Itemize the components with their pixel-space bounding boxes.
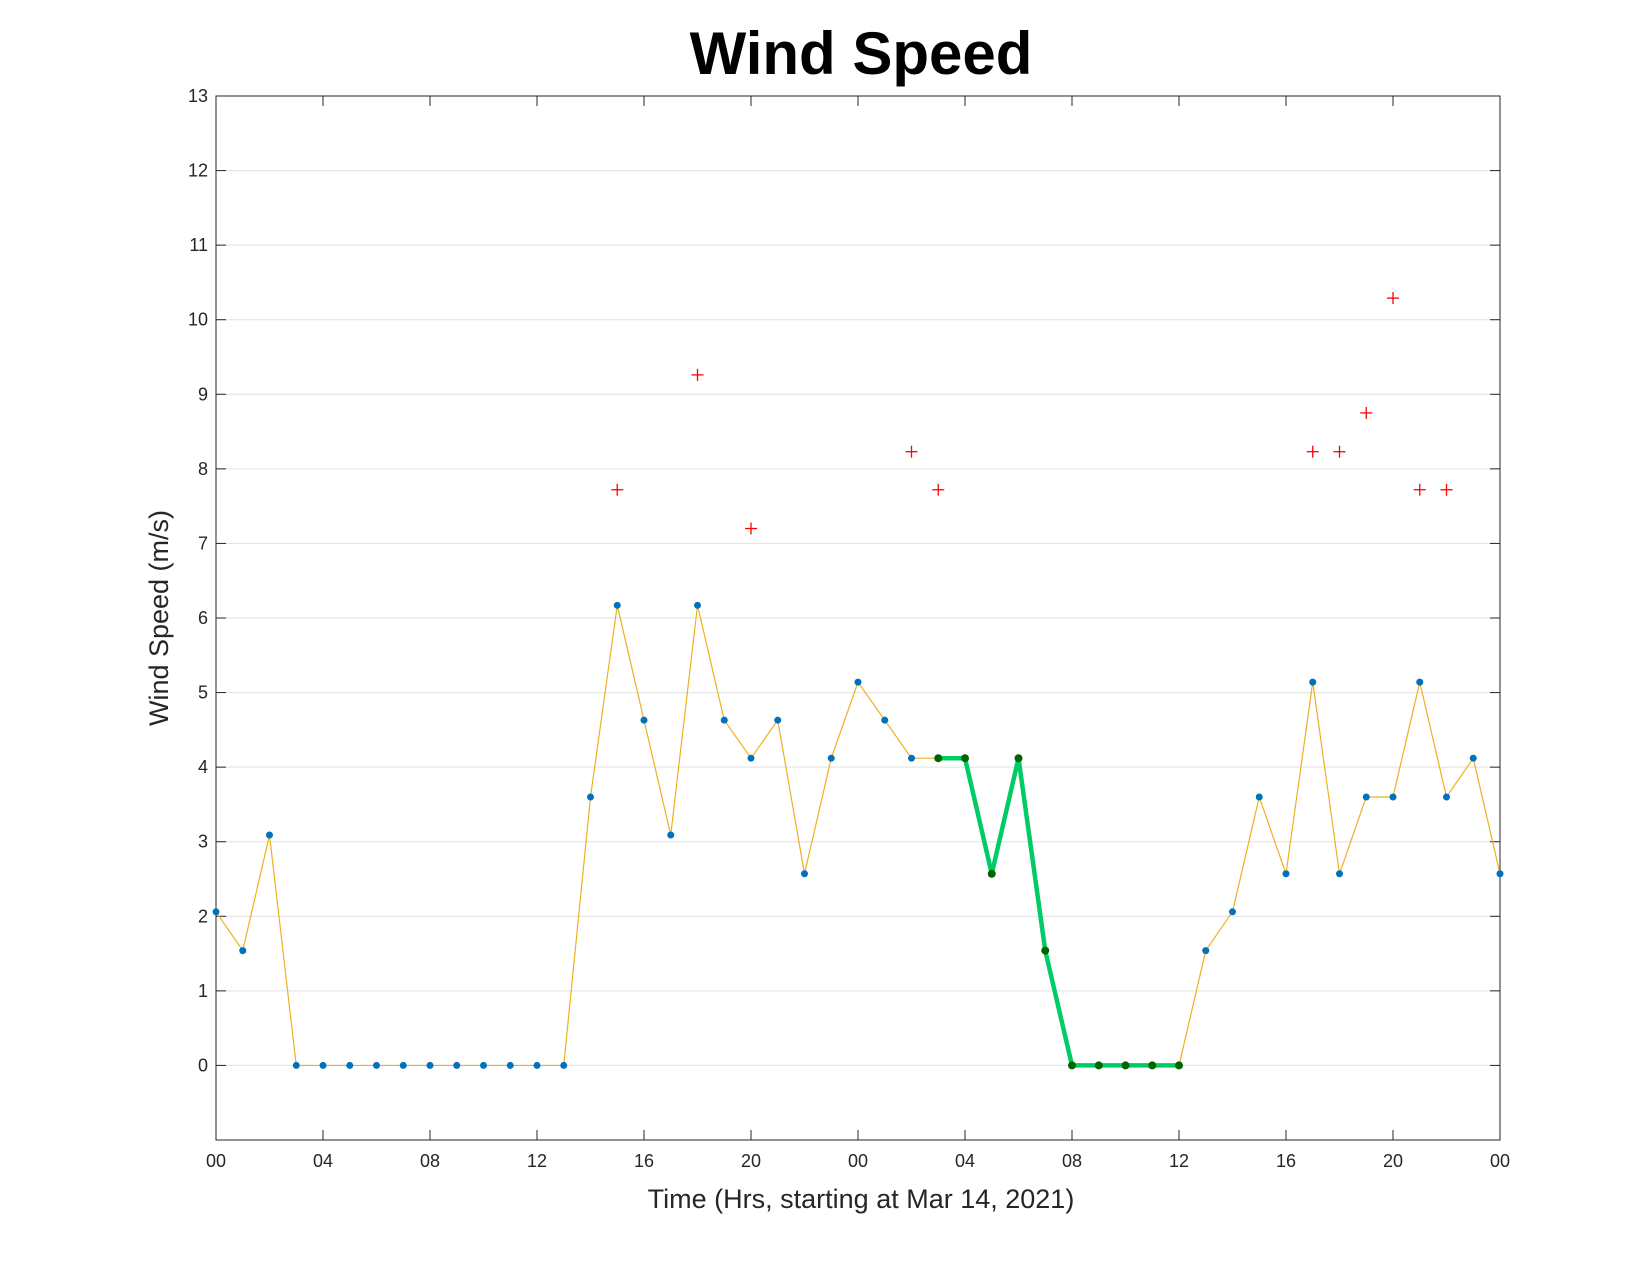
- x-tick-label: 00: [1490, 1151, 1510, 1171]
- y-tick-label: 11: [189, 235, 208, 255]
- data-series: [212, 292, 1504, 1070]
- wind-speed-point: [292, 1061, 300, 1069]
- chart-title: Wind Speed: [690, 20, 1033, 87]
- highlight-point: [1041, 946, 1050, 955]
- y-tick-label: 1: [198, 981, 208, 1001]
- highlight-line: [938, 755, 1179, 1068]
- x-tick-label: 00: [206, 1151, 226, 1171]
- highlight-point: [961, 754, 969, 763]
- wind-speed-point: [694, 601, 701, 609]
- wind-speed-point: [480, 1061, 487, 1069]
- wind-speed-point: [506, 1061, 514, 1069]
- wind-speed-point: [453, 1061, 461, 1069]
- x-tick-label: 20: [741, 1151, 761, 1171]
- wind-speed-point: [533, 1061, 541, 1069]
- wind-speed-point: [667, 831, 675, 839]
- highlight-point: [987, 869, 996, 878]
- wind-speed-point: [1229, 908, 1236, 916]
- highlight-point: [1014, 754, 1023, 763]
- y-tick-label: 9: [198, 384, 208, 404]
- x-tick-label: 04: [955, 1151, 975, 1171]
- wind-speed-point: [1416, 678, 1424, 686]
- gust-marker: [1440, 483, 1453, 496]
- x-tick-label: 08: [420, 1151, 440, 1171]
- wind-speed-point: [1443, 793, 1450, 801]
- x-tick-label: 12: [1169, 1151, 1189, 1171]
- wind-speed-point: [1362, 793, 1370, 801]
- x-axis-label: Time (Hrs, starting at Mar 14, 2021): [648, 1184, 1075, 1214]
- gust-marker: [1333, 445, 1346, 458]
- y-tick-label: 13: [188, 86, 208, 106]
- wind-speed-point: [1202, 947, 1210, 955]
- wind-speed-point: [426, 1061, 434, 1069]
- x-tick-label: 12: [527, 1151, 547, 1171]
- wind-speed-point: [881, 716, 889, 724]
- wind-speed-point: [1389, 793, 1397, 801]
- highlight-point: [1148, 1061, 1157, 1070]
- wind-speed-point: [720, 716, 728, 724]
- y-tick-label: 5: [198, 683, 208, 703]
- gust-marker: [932, 483, 945, 496]
- gust-marker: [1306, 445, 1319, 458]
- x-tick-label: 16: [634, 1151, 654, 1171]
- highlight-point: [934, 754, 943, 763]
- gust-marker: [611, 483, 624, 496]
- wind-speed-point: [266, 831, 273, 839]
- wind-speed-point: [399, 1061, 407, 1069]
- wind-speed-point: [801, 870, 808, 878]
- gust-marker: [1387, 292, 1399, 305]
- y-tick-label: 3: [198, 832, 208, 852]
- y-axis-label: Wind Speed (m/s): [144, 510, 174, 726]
- wind-speed-point: [908, 754, 915, 762]
- wind-speed-point: [1336, 870, 1343, 878]
- wind-speed-point: [373, 1061, 380, 1069]
- wind-speed-point: [319, 1061, 327, 1069]
- y-tick-label: 7: [198, 533, 208, 553]
- y-tick-label: 6: [198, 608, 208, 628]
- wind-speed-point: [854, 678, 862, 686]
- wind-speed-point: [346, 1061, 354, 1069]
- gust-marker: [905, 445, 918, 458]
- wind-speed-point: [1255, 793, 1263, 801]
- y-tick-label: 2: [198, 906, 208, 926]
- y-tick-label: 0: [198, 1055, 208, 1075]
- highlight-point: [1094, 1061, 1103, 1070]
- x-tick-label: 00: [848, 1151, 868, 1171]
- wind-speed-point: [827, 754, 835, 762]
- wind-speed-point: [613, 601, 621, 609]
- wind-speed-point: [587, 793, 594, 801]
- wind-speed-line: [215, 605, 1501, 1067]
- highlight-point: [1175, 1061, 1183, 1070]
- wind-speed-point: [1469, 754, 1477, 762]
- x-tick-label: 20: [1383, 1151, 1403, 1171]
- y-tick-label: 12: [188, 161, 208, 181]
- wind-speed-point: [560, 1061, 568, 1069]
- highlight-point: [1068, 1061, 1076, 1070]
- gust-marker: [1360, 406, 1373, 419]
- wind-speed-point: [774, 716, 782, 724]
- grid-lines: [216, 95, 1500, 1066]
- highlight-point: [1121, 1061, 1130, 1070]
- x-tick-label: 08: [1062, 1151, 1082, 1171]
- y-tick-label: 8: [198, 459, 208, 479]
- wind-speed-point: [1309, 678, 1317, 686]
- x-tick-label: 04: [313, 1151, 333, 1171]
- y-tick-label: 4: [198, 757, 208, 777]
- wind-speed-point: [747, 754, 755, 762]
- gust-marker: [745, 522, 757, 535]
- x-tick-label: 16: [1276, 1151, 1296, 1171]
- gust-marker: [1413, 483, 1426, 496]
- gust-marker: [691, 368, 704, 381]
- wind-speed-point: [212, 908, 220, 916]
- y-tick-label: 10: [188, 310, 208, 330]
- wind-speed-point: [1496, 870, 1504, 878]
- wind-speed-point: [1282, 870, 1290, 878]
- wind-speed-point: [640, 716, 648, 724]
- wind-speed-point: [239, 947, 247, 955]
